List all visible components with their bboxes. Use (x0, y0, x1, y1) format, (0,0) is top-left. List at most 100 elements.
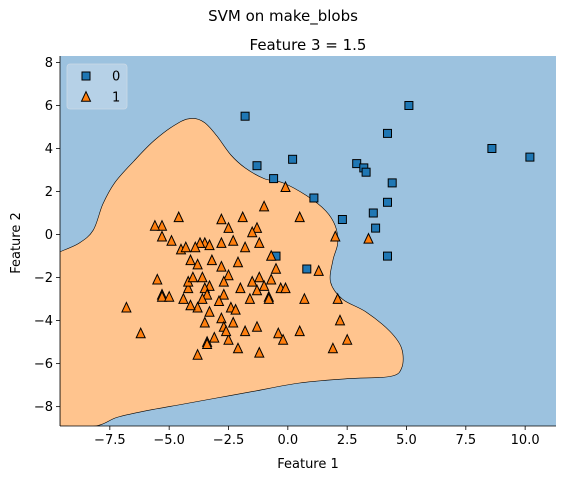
legend: 01 (66, 63, 128, 110)
point-class-1 (237, 210, 248, 223)
point-class-1 (341, 333, 353, 345)
y-tick-label: 0 (45, 228, 53, 243)
point-class-0 (288, 154, 298, 164)
point-class-1 (152, 273, 163, 285)
point-class-1 (156, 219, 168, 231)
y-tick-label: −6 (34, 357, 53, 372)
point-class-1 (277, 333, 289, 345)
point-class-1 (239, 241, 251, 253)
point-class-1 (258, 200, 270, 212)
point-class-1 (121, 301, 132, 313)
point-class-1 (201, 337, 213, 349)
point-class-1 (246, 275, 258, 287)
legend-entry-1: 1 (80, 91, 120, 106)
y-tick-label: −8 (34, 400, 53, 415)
y-tick-label: −4 (34, 314, 53, 329)
point-class-1 (294, 210, 305, 223)
point-class-0 (383, 128, 392, 138)
point-class-1 (223, 221, 234, 233)
point-class-1 (204, 305, 215, 317)
point-class-1 (149, 219, 161, 231)
x-tick-label: −7.5 (94, 433, 126, 448)
point-class-1 (230, 303, 241, 315)
point-class-1 (166, 234, 177, 246)
point-class-1 (223, 333, 234, 345)
point-class-1 (334, 314, 346, 326)
point-class-1 (199, 316, 211, 328)
point-class-1 (246, 225, 258, 238)
point-class-0 (361, 167, 371, 177)
point-class-1 (218, 288, 230, 300)
point-class-1 (173, 210, 184, 223)
plot-area (60, 56, 556, 426)
point-class-0 (371, 223, 381, 233)
point-class-1 (216, 312, 227, 324)
point-class-1 (209, 331, 220, 343)
point-class-1 (213, 294, 225, 306)
point-class-1 (232, 342, 244, 354)
y-axis-title: Feature 2 (9, 212, 24, 274)
point-class-1 (223, 268, 234, 281)
x-tick-label: −5.0 (153, 433, 185, 448)
y-tick-label: −2 (34, 271, 53, 286)
point-class-1 (280, 180, 291, 192)
point-class-1 (235, 281, 246, 294)
y-tick-label: 8 (45, 56, 53, 71)
point-class-1 (227, 234, 239, 246)
point-class-1 (182, 281, 194, 294)
x-tick-label: −2.5 (213, 433, 245, 448)
point-class-1 (244, 292, 256, 304)
point-class-1 (204, 238, 215, 251)
point-class-0 (368, 208, 378, 218)
point-class-1 (258, 279, 270, 291)
point-class-1 (254, 236, 265, 248)
point-class-1 (216, 260, 227, 272)
point-class-1 (280, 281, 291, 294)
point-class-1 (218, 275, 230, 287)
point-class-1 (135, 327, 146, 339)
y-tick-label: 2 (45, 185, 53, 200)
point-class-0 (383, 251, 392, 261)
point-class-1 (156, 230, 168, 242)
point-class-1 (163, 290, 175, 302)
point-class-1 (192, 348, 203, 360)
point-class-1 (299, 292, 310, 304)
point-class-1 (187, 271, 199, 283)
point-class-0 (383, 197, 392, 207)
legend-label: 1 (112, 91, 120, 106)
point-class-1 (185, 299, 196, 311)
x-tick-label: 0.0 (277, 433, 298, 448)
point-class-1 (239, 324, 251, 337)
point-class-1 (273, 327, 284, 339)
series-0 (240, 101, 535, 274)
point-class-1 (216, 236, 227, 248)
y-tick-label: 6 (45, 99, 53, 114)
point-class-0 (240, 111, 250, 121)
point-class-1 (251, 320, 263, 332)
point-class-1 (313, 264, 324, 276)
point-class-1 (232, 256, 244, 268)
legend-label: 0 (112, 70, 120, 85)
x-tick-label: 5.0 (396, 433, 417, 448)
point-class-1 (254, 346, 265, 358)
point-class-0 (404, 101, 414, 110)
point-class-0 (309, 193, 319, 203)
x-tick-label: 10.0 (511, 433, 540, 448)
chart-title: Feature 3 = 1.5 (250, 36, 367, 54)
chart-suptitle: SVM on make_blobs (208, 7, 358, 26)
point-class-1 (216, 213, 227, 225)
y-tick-label: 4 (45, 142, 53, 157)
point-class-1 (180, 241, 192, 253)
point-class-0 (337, 215, 347, 224)
point-class-1 (197, 271, 208, 283)
point-class-0 (487, 144, 497, 153)
point-class-1 (178, 292, 189, 304)
point-class-1 (220, 324, 232, 337)
point-class-1 (156, 290, 168, 302)
point-class-0 (269, 174, 279, 184)
point-class-1 (327, 342, 339, 354)
point-class-1 (192, 258, 203, 270)
x-axis-title: Feature 1 (277, 457, 339, 472)
